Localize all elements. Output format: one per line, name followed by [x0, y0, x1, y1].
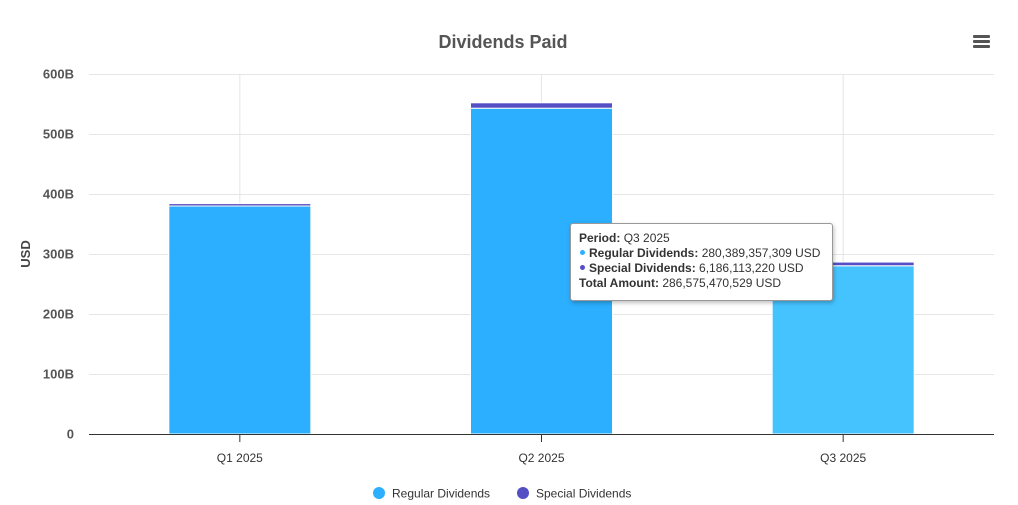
- bar-regular-dividends[interactable]: [168, 205, 312, 435]
- special-dot-icon: [580, 265, 585, 271]
- x-tick-label: Q1 2025: [217, 451, 263, 465]
- regular-dot-icon: [580, 250, 585, 256]
- y-axis-ticks: 0 100B 200B 300B 400B 500B 600B: [43, 67, 74, 442]
- x-tick-label: Q2 2025: [518, 451, 564, 465]
- tooltip-special-value: 6,186,113,220 USD: [699, 261, 804, 275]
- tooltip-total-label: Total Amount:: [579, 276, 659, 290]
- bar-special-dividends[interactable]: [470, 102, 613, 109]
- y-tick-label: 600B: [43, 67, 74, 82]
- tooltip-regular-value: 280,389,357,309 USD: [701, 246, 821, 260]
- x-tick-label: Q3 2025: [820, 451, 866, 465]
- legend: Regular Dividends Special Dividends: [373, 487, 631, 501]
- tooltip-regular-label: Regular Dividends:: [589, 246, 699, 260]
- y-axis-label: USD: [18, 240, 33, 267]
- y-tick-label: 400B: [43, 187, 74, 202]
- y-tick-label: 0: [67, 427, 74, 442]
- tooltip-period-label: Period:: [579, 231, 621, 245]
- tooltip-period-value: Q3 2025: [623, 231, 670, 245]
- bar-special-dividends[interactable]: [168, 203, 312, 207]
- tooltip-period-row: Period: Q3 2025: [579, 231, 824, 246]
- y-tick-label: 200B: [43, 307, 74, 322]
- legend-marker-special-dividends[interactable]: [517, 487, 529, 499]
- legend-label[interactable]: Regular Dividends: [392, 487, 490, 501]
- y-tick-label: 500B: [43, 127, 74, 142]
- tooltip-total-row: Total Amount: 286,575,470,529 USD: [579, 276, 824, 291]
- tooltip-special-row: Special Dividends: 6,186,113,220 USD: [579, 261, 824, 276]
- tooltip: Period: Q3 2025 Regular Dividends: 280,3…: [570, 223, 833, 301]
- tooltip-regular-row: Regular Dividends: 280,389,357,309 USD: [579, 246, 824, 261]
- x-axis-ticks: Q1 2025 Q2 2025 Q3 2025: [217, 434, 867, 465]
- y-tick-label: 300B: [43, 247, 74, 262]
- y-tick-label: 100B: [43, 367, 74, 382]
- legend-marker-regular-dividends[interactable]: [373, 487, 385, 499]
- legend-label[interactable]: Special Dividends: [536, 487, 631, 501]
- tooltip-special-label: Special Dividends:: [589, 261, 696, 275]
- hamburger-menu-icon[interactable]: [968, 30, 994, 54]
- chart-title: Dividends Paid: [438, 32, 567, 52]
- tooltip-total-value: 286,575,470,529 USD: [662, 276, 782, 290]
